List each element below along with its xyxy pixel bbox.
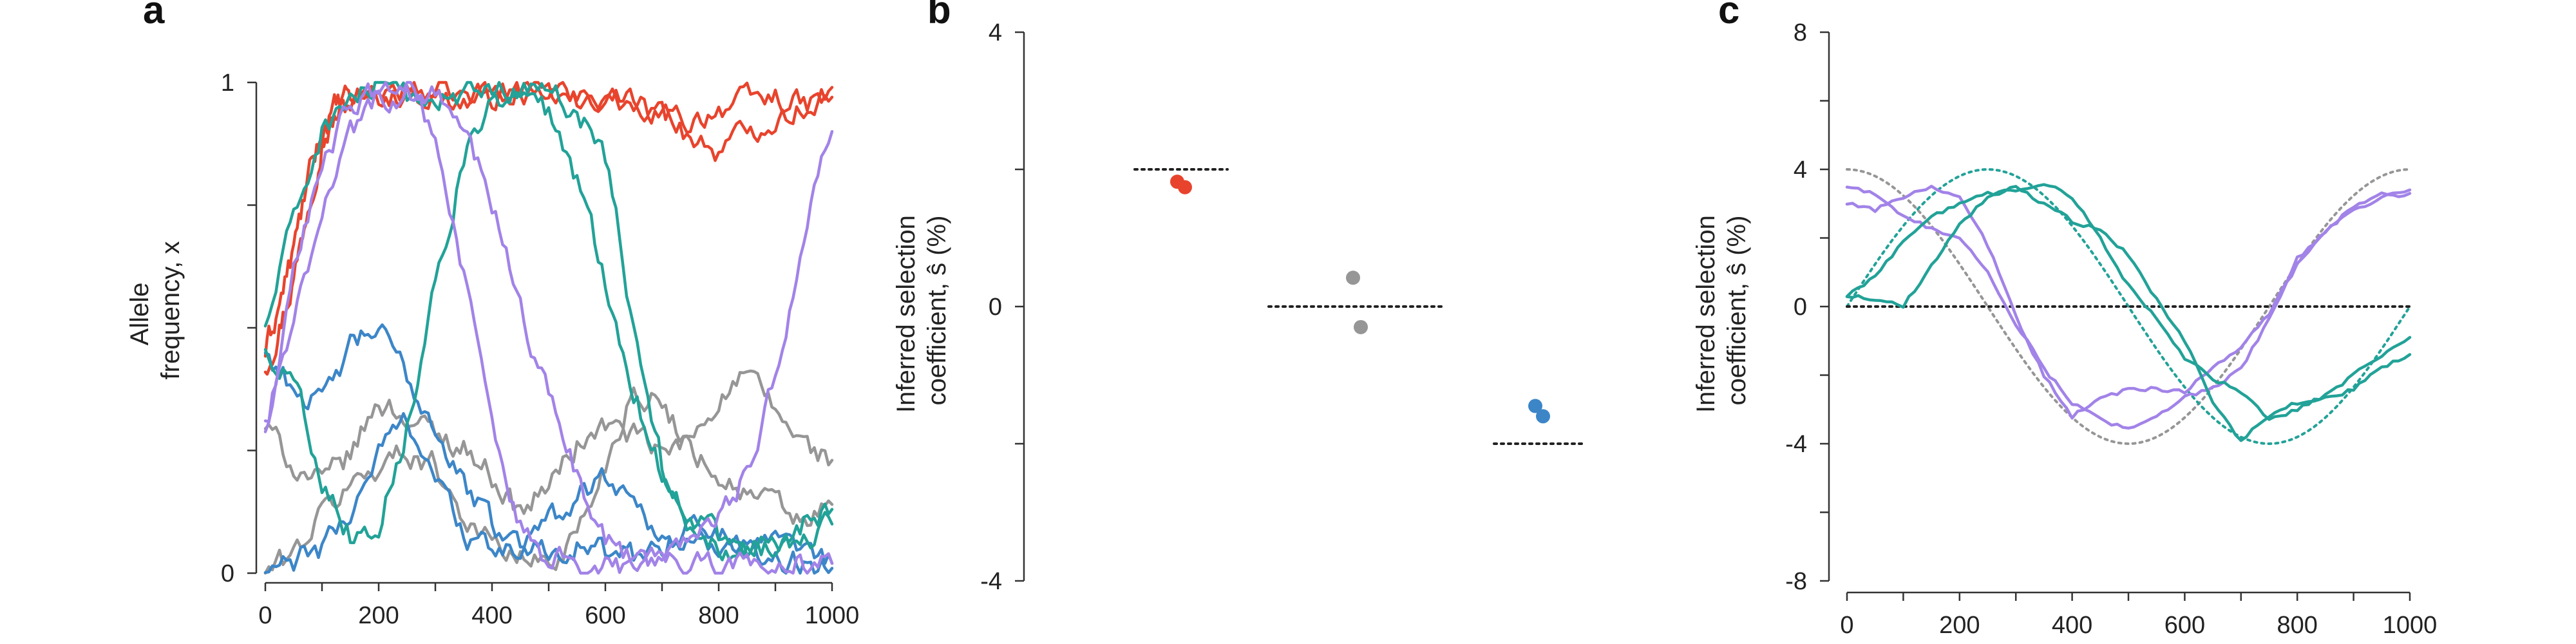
y-ticks-b: -4 0 4 bbox=[980, 19, 1024, 595]
x-tick-label-a: 800 bbox=[698, 602, 739, 629]
x-ticks-c: 0 200 400 600 800 1000 bbox=[1840, 592, 2437, 639]
x-ticks-a: 0 200 400 600 800 1000 bbox=[258, 583, 859, 629]
x-tick-label-a: 400 bbox=[471, 602, 512, 629]
series-a bbox=[263, 80, 834, 575]
y-ticks-a: 01 bbox=[221, 70, 256, 587]
x-tick-label-a: 200 bbox=[358, 602, 399, 629]
estimate-point-red bbox=[1178, 180, 1192, 194]
x-tick-label-c: 800 bbox=[2277, 612, 2317, 639]
estimate-point-gray bbox=[1354, 319, 1368, 334]
inferred-line-purple bbox=[1845, 184, 2412, 420]
trajectory-line-blue bbox=[263, 412, 834, 574]
panel-letter-b: b bbox=[927, 0, 951, 32]
y-axis-label-a: Allele frequency, x bbox=[126, 242, 185, 380]
x-tick-label-a: 1000 bbox=[805, 602, 860, 629]
trajectory-line-purple bbox=[263, 80, 834, 575]
panel-c: c Inferred selection coefficient, ŝ (%) … bbox=[1692, 0, 2437, 639]
panel-b: b Inferred selection coefficient, ŝ (%) … bbox=[892, 0, 1586, 595]
true-curve-teal bbox=[1846, 167, 2411, 446]
trajectory-line-purple bbox=[263, 84, 834, 575]
panel-a: a Allele frequency, x 01 0 200 400 600 800 10… bbox=[126, 0, 859, 629]
series-c bbox=[1845, 183, 2412, 442]
estimate-point-blue bbox=[1528, 399, 1542, 413]
y-tick-label-a: 1 bbox=[221, 70, 234, 97]
trajectory-line-blue bbox=[263, 323, 834, 575]
y-axis-label-c: Inferred selection coefficient, ŝ (%) bbox=[1692, 208, 1751, 413]
y-tick-label-c: 8 bbox=[1794, 19, 1807, 46]
x-tick-label-a: 0 bbox=[258, 602, 272, 629]
true-curves-c bbox=[1846, 167, 2411, 446]
trajectory-line-gray bbox=[263, 369, 834, 515]
y-tick-label-c: 4 bbox=[1794, 156, 1807, 184]
y-tick-label-a: 0 bbox=[221, 560, 234, 587]
x-tick-label-c: 400 bbox=[2052, 612, 2092, 639]
panel-letter-a: a bbox=[143, 0, 165, 32]
inferred-line-teal bbox=[1845, 183, 2412, 421]
marks-b bbox=[1133, 168, 1586, 445]
y-tick-label-c: -8 bbox=[1785, 568, 1807, 595]
x-tick-label-c: 200 bbox=[1939, 612, 1980, 639]
x-tick-label-c: 600 bbox=[2164, 612, 2205, 639]
panel-letter-c: c bbox=[1718, 0, 1739, 32]
y-tick-label-c: 0 bbox=[1794, 294, 1807, 321]
y-tick-label-b: 4 bbox=[989, 19, 1002, 46]
estimate-point-blue bbox=[1536, 409, 1550, 424]
y-axis-label-b: Inferred selection coefficient, ŝ (%) bbox=[892, 208, 951, 413]
x-tick-label-c: 1000 bbox=[2383, 612, 2438, 639]
x-tick-label-a: 600 bbox=[585, 602, 625, 629]
x-tick-label-c: 0 bbox=[1840, 612, 1853, 639]
y-ticks-c: -8 -4 0 4 8 bbox=[1785, 19, 1829, 595]
y-tick-label-c: -4 bbox=[1785, 431, 1807, 458]
y-tick-label-b: -4 bbox=[980, 568, 1002, 595]
estimate-point-gray bbox=[1346, 270, 1360, 285]
trajectory-line-teal bbox=[263, 82, 834, 558]
true-curve-gray bbox=[1846, 168, 2411, 446]
y-tick-label-b: 0 bbox=[989, 294, 1002, 321]
